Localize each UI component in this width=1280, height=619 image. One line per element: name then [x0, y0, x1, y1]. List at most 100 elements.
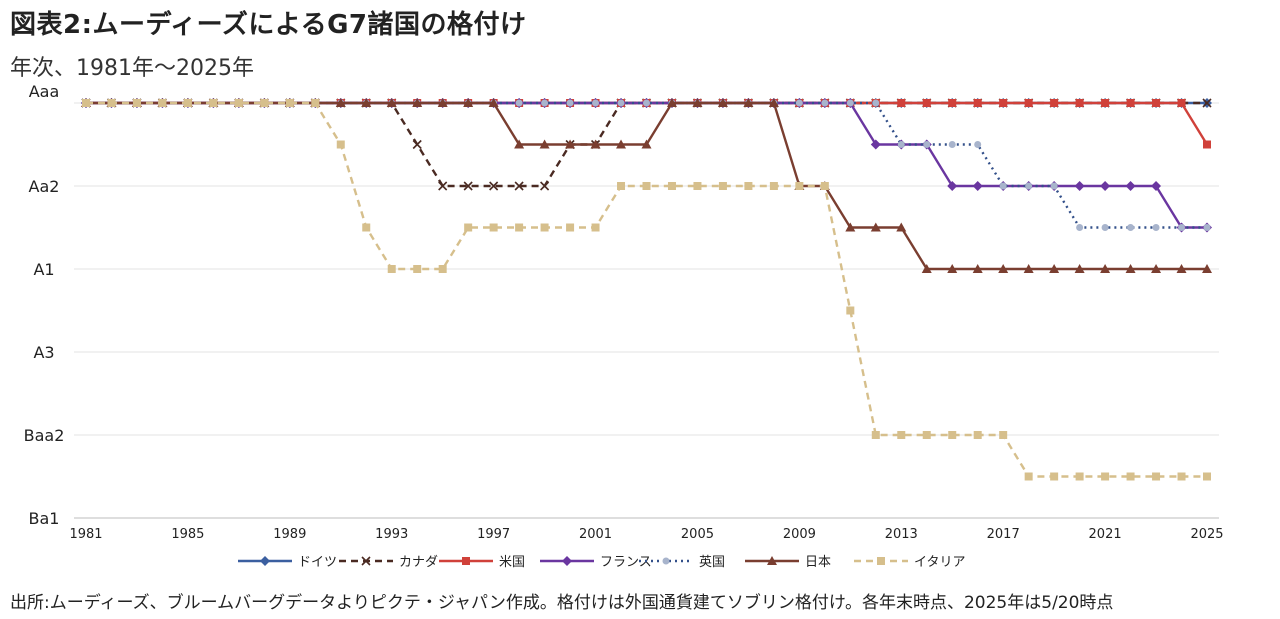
data-point [973, 99, 982, 107]
data-point [1152, 224, 1160, 231]
data-point [514, 139, 525, 149]
data-point [1177, 472, 1186, 481]
data-point [972, 264, 983, 273]
data-point [1050, 472, 1059, 481]
data-point [845, 222, 856, 232]
data-point [209, 99, 218, 107]
chart-subtitle: 年次、1981年〜2025年 [10, 56, 254, 81]
data-point [1203, 140, 1211, 149]
data-point [999, 99, 1008, 107]
legend-label: フランス [600, 555, 652, 570]
legend-marker [562, 556, 572, 566]
data-point [1101, 99, 1110, 107]
data-point [922, 99, 931, 107]
data-point [463, 98, 474, 107]
legend-label: 英国 [699, 555, 725, 570]
data-point [1049, 264, 1060, 273]
data-point [412, 98, 423, 107]
data-point [132, 99, 141, 107]
legend-label: イタリア [914, 555, 965, 570]
legend-marker [767, 556, 777, 565]
data-point [311, 99, 320, 107]
data-point [1074, 181, 1085, 191]
data-point [1152, 472, 1161, 481]
data-point [1126, 472, 1135, 481]
data-point [1127, 224, 1135, 231]
data-point [972, 181, 983, 191]
data-point [540, 181, 550, 191]
y-tick-label: Baa2 [24, 426, 65, 445]
data-point [846, 306, 855, 315]
data-point [897, 431, 906, 439]
data-point [1203, 472, 1211, 481]
data-point [870, 222, 881, 232]
data-point [437, 98, 448, 107]
legend-marker [462, 557, 470, 565]
data-point [1023, 264, 1034, 273]
y-tick-label: Aaa [29, 82, 60, 101]
series-line-3 [86, 101, 1209, 146]
data-point [846, 99, 854, 107]
data-point [1075, 99, 1084, 107]
x-tick-label: 2009 [783, 527, 816, 542]
chart-title: 図表2:ムーディーズによるG7諸国の格付け [10, 10, 527, 40]
data-point [999, 182, 1007, 190]
data-point [643, 99, 650, 107]
data-point [82, 99, 90, 107]
data-point [974, 141, 982, 148]
data-point [947, 181, 958, 191]
series-line-4 [86, 101, 1207, 229]
data-point [386, 98, 397, 107]
y-tick-label: A3 [33, 343, 54, 362]
data-point [795, 182, 804, 190]
data-point [667, 182, 676, 190]
x-tick-label: 1997 [477, 527, 510, 542]
x-tick-label: 2017 [987, 527, 1020, 542]
data-point [921, 264, 932, 273]
x-tick-label: 1981 [69, 527, 102, 542]
data-point [336, 140, 345, 149]
data-point [1075, 472, 1084, 481]
legend-marker [662, 557, 670, 565]
legend-label: 米国 [499, 555, 525, 570]
data-point [871, 431, 880, 439]
data-point [438, 265, 447, 273]
data-point [566, 223, 575, 232]
data-point [464, 223, 473, 232]
data-point [821, 99, 829, 107]
data-point [591, 223, 600, 232]
data-point [692, 98, 703, 107]
data-point [1100, 264, 1111, 273]
data-point [387, 265, 396, 273]
x-tick-label: 1985 [171, 527, 204, 542]
data-point [617, 99, 625, 107]
data-point [870, 139, 881, 150]
data-point [641, 139, 652, 149]
data-point [438, 181, 448, 191]
data-point [820, 182, 829, 190]
data-point [717, 98, 728, 107]
data-point [999, 431, 1008, 439]
data-point [158, 99, 167, 107]
data-point [590, 139, 601, 149]
data-point [642, 182, 651, 190]
data-point [285, 99, 294, 107]
data-point [514, 181, 524, 191]
x-tick-label: 1989 [273, 527, 306, 542]
data-point [998, 264, 1009, 273]
data-point [1203, 224, 1211, 231]
data-point [1074, 264, 1085, 273]
data-point [666, 98, 677, 107]
data-point [948, 431, 957, 439]
data-point [540, 223, 549, 232]
data-point [769, 182, 778, 190]
x-tick-label: 2001 [579, 527, 612, 542]
data-point [896, 222, 907, 232]
data-point [413, 265, 422, 273]
data-point [107, 99, 116, 107]
data-point [361, 98, 372, 107]
data-point [592, 99, 600, 107]
data-point [1151, 264, 1162, 273]
source-note: 出所:ムーディーズ、ブルームバーグデータよりピクテ・ジャパン作成。格付けは外国通… [10, 593, 1114, 613]
data-point [744, 182, 753, 190]
